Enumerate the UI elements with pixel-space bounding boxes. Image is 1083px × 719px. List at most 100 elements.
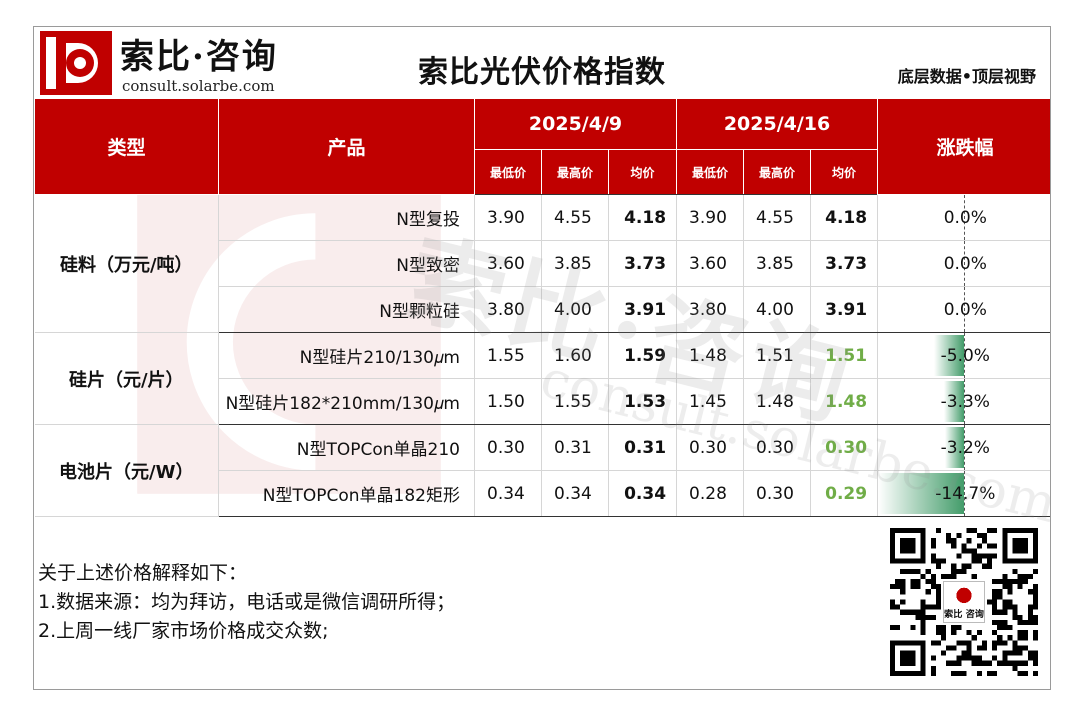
qr-module — [1017, 573, 1023, 580]
price-table: 类型 产品 2025/4/9 2025/4/16 涨跌幅 最低价 最高价 均价 … — [34, 98, 1050, 517]
qr-module — [1032, 650, 1038, 656]
qr-module — [1027, 619, 1033, 625]
qr-module — [976, 670, 982, 676]
header-date-1: 2025/4/9 — [473, 98, 678, 150]
qr-module — [976, 655, 982, 661]
product-cell: N型复投 — [218, 194, 475, 241]
qr-module — [930, 538, 936, 544]
qr-module — [1002, 604, 1008, 610]
high-price-1: 4.55 — [541, 194, 609, 241]
qr-module — [976, 645, 982, 651]
qr-module — [946, 538, 952, 544]
avg-price-1: 0.31 — [607, 424, 678, 471]
header-low-1: 最低价 — [474, 149, 542, 195]
qr-module — [1012, 614, 1018, 620]
brand-name: 索比·咨询 — [120, 37, 278, 77]
qr-module — [966, 528, 972, 534]
qr-module — [1012, 665, 1018, 671]
qr-module — [997, 619, 1003, 625]
qr-module — [971, 558, 977, 564]
qr-module — [1032, 670, 1038, 676]
avg-price-1: 0.34 — [607, 470, 678, 517]
qr-module — [920, 599, 926, 605]
qr-module — [1002, 624, 1008, 631]
qr-module — [997, 589, 1003, 595]
qr-module — [966, 563, 972, 569]
qr-module — [925, 614, 931, 620]
qr-module — [895, 604, 901, 610]
qr-module — [910, 584, 916, 590]
qr-module — [961, 568, 967, 574]
qr-code-icon: 索比 咨询 — [890, 528, 1038, 676]
qr-module — [900, 579, 906, 585]
qr-module — [1002, 650, 1008, 656]
qr-module — [992, 589, 998, 595]
change-bar — [944, 427, 964, 468]
qr-module — [986, 599, 993, 605]
qr-module — [895, 624, 901, 631]
table-row: N型致密 3.60 3.85 3.73 3.60 3.85 3.73 0.0% — [35, 240, 1050, 287]
avg-price-2: 1.51 — [810, 332, 879, 379]
qr-module — [1007, 660, 1013, 666]
change-value: 0.0% — [943, 299, 987, 320]
note-line: 1.数据来源：均为拜访，电话或是微信调研所得； — [38, 591, 456, 613]
qr-module — [946, 533, 952, 539]
qr-module — [905, 609, 911, 615]
qr-module — [951, 624, 957, 631]
header-avg-2: 均价 — [810, 149, 879, 195]
qr-module — [910, 624, 916, 631]
qr-module — [961, 655, 967, 661]
qr-module — [935, 624, 942, 631]
qr-module — [1002, 655, 1008, 661]
qr-module — [910, 568, 916, 574]
low-price-1: 0.30 — [474, 424, 542, 471]
qr-module — [1032, 568, 1038, 574]
qr-module — [1017, 645, 1023, 651]
qr-module — [971, 553, 977, 559]
high-price-2: 0.30 — [743, 424, 812, 471]
qr-module — [1017, 614, 1023, 620]
qr-module — [986, 553, 993, 559]
qr-module — [951, 568, 957, 574]
qr-module — [930, 579, 936, 585]
qr-module — [951, 563, 957, 569]
qr-module — [890, 624, 896, 631]
qr-module — [1017, 635, 1023, 641]
qr-module — [997, 660, 1003, 666]
qr-module — [956, 533, 962, 539]
qr-module — [997, 635, 1003, 641]
price-index-card: 索比·咨询 consult.solarbe.com 索比光伏价格指数 底层数据•… — [33, 26, 1051, 690]
qr-module — [930, 553, 936, 559]
qr-module — [1032, 660, 1038, 666]
qr-module — [976, 533, 982, 539]
product-cell: N型颗粒硅 — [218, 286, 475, 333]
high-price-1: 4.00 — [541, 286, 609, 333]
qr-module — [890, 584, 896, 590]
qr-module — [1007, 579, 1013, 585]
qr-module — [1002, 619, 1008, 625]
qr-module — [961, 548, 967, 554]
qr-module — [1012, 645, 1018, 651]
qr-module — [1022, 573, 1028, 580]
qr-module — [1032, 589, 1038, 595]
table-row: N型TOPCon单晶182矩形 0.34 0.34 0.34 0.28 0.30… — [35, 470, 1050, 517]
qr-module — [1002, 584, 1008, 590]
qr-module — [1007, 635, 1013, 641]
qr-module — [956, 553, 962, 559]
header-date-2: 2025/4/16 — [676, 98, 879, 150]
high-price-2: 4.55 — [743, 194, 812, 241]
qr-module — [935, 584, 942, 590]
qr-module — [956, 655, 962, 661]
high-price-2: 1.51 — [743, 332, 812, 379]
qr-module — [956, 624, 962, 631]
qr-module — [1022, 660, 1028, 666]
qr-module — [910, 609, 916, 615]
change-value: -5.0% — [940, 345, 990, 366]
qr-module — [1022, 619, 1028, 625]
product-cell: N型TOPCon单晶210 — [218, 424, 475, 471]
header-category: 类型 — [34, 98, 219, 195]
qr-module — [1032, 614, 1038, 620]
qr-module — [986, 558, 993, 564]
qr-module — [956, 660, 962, 666]
qr-module — [935, 558, 942, 564]
